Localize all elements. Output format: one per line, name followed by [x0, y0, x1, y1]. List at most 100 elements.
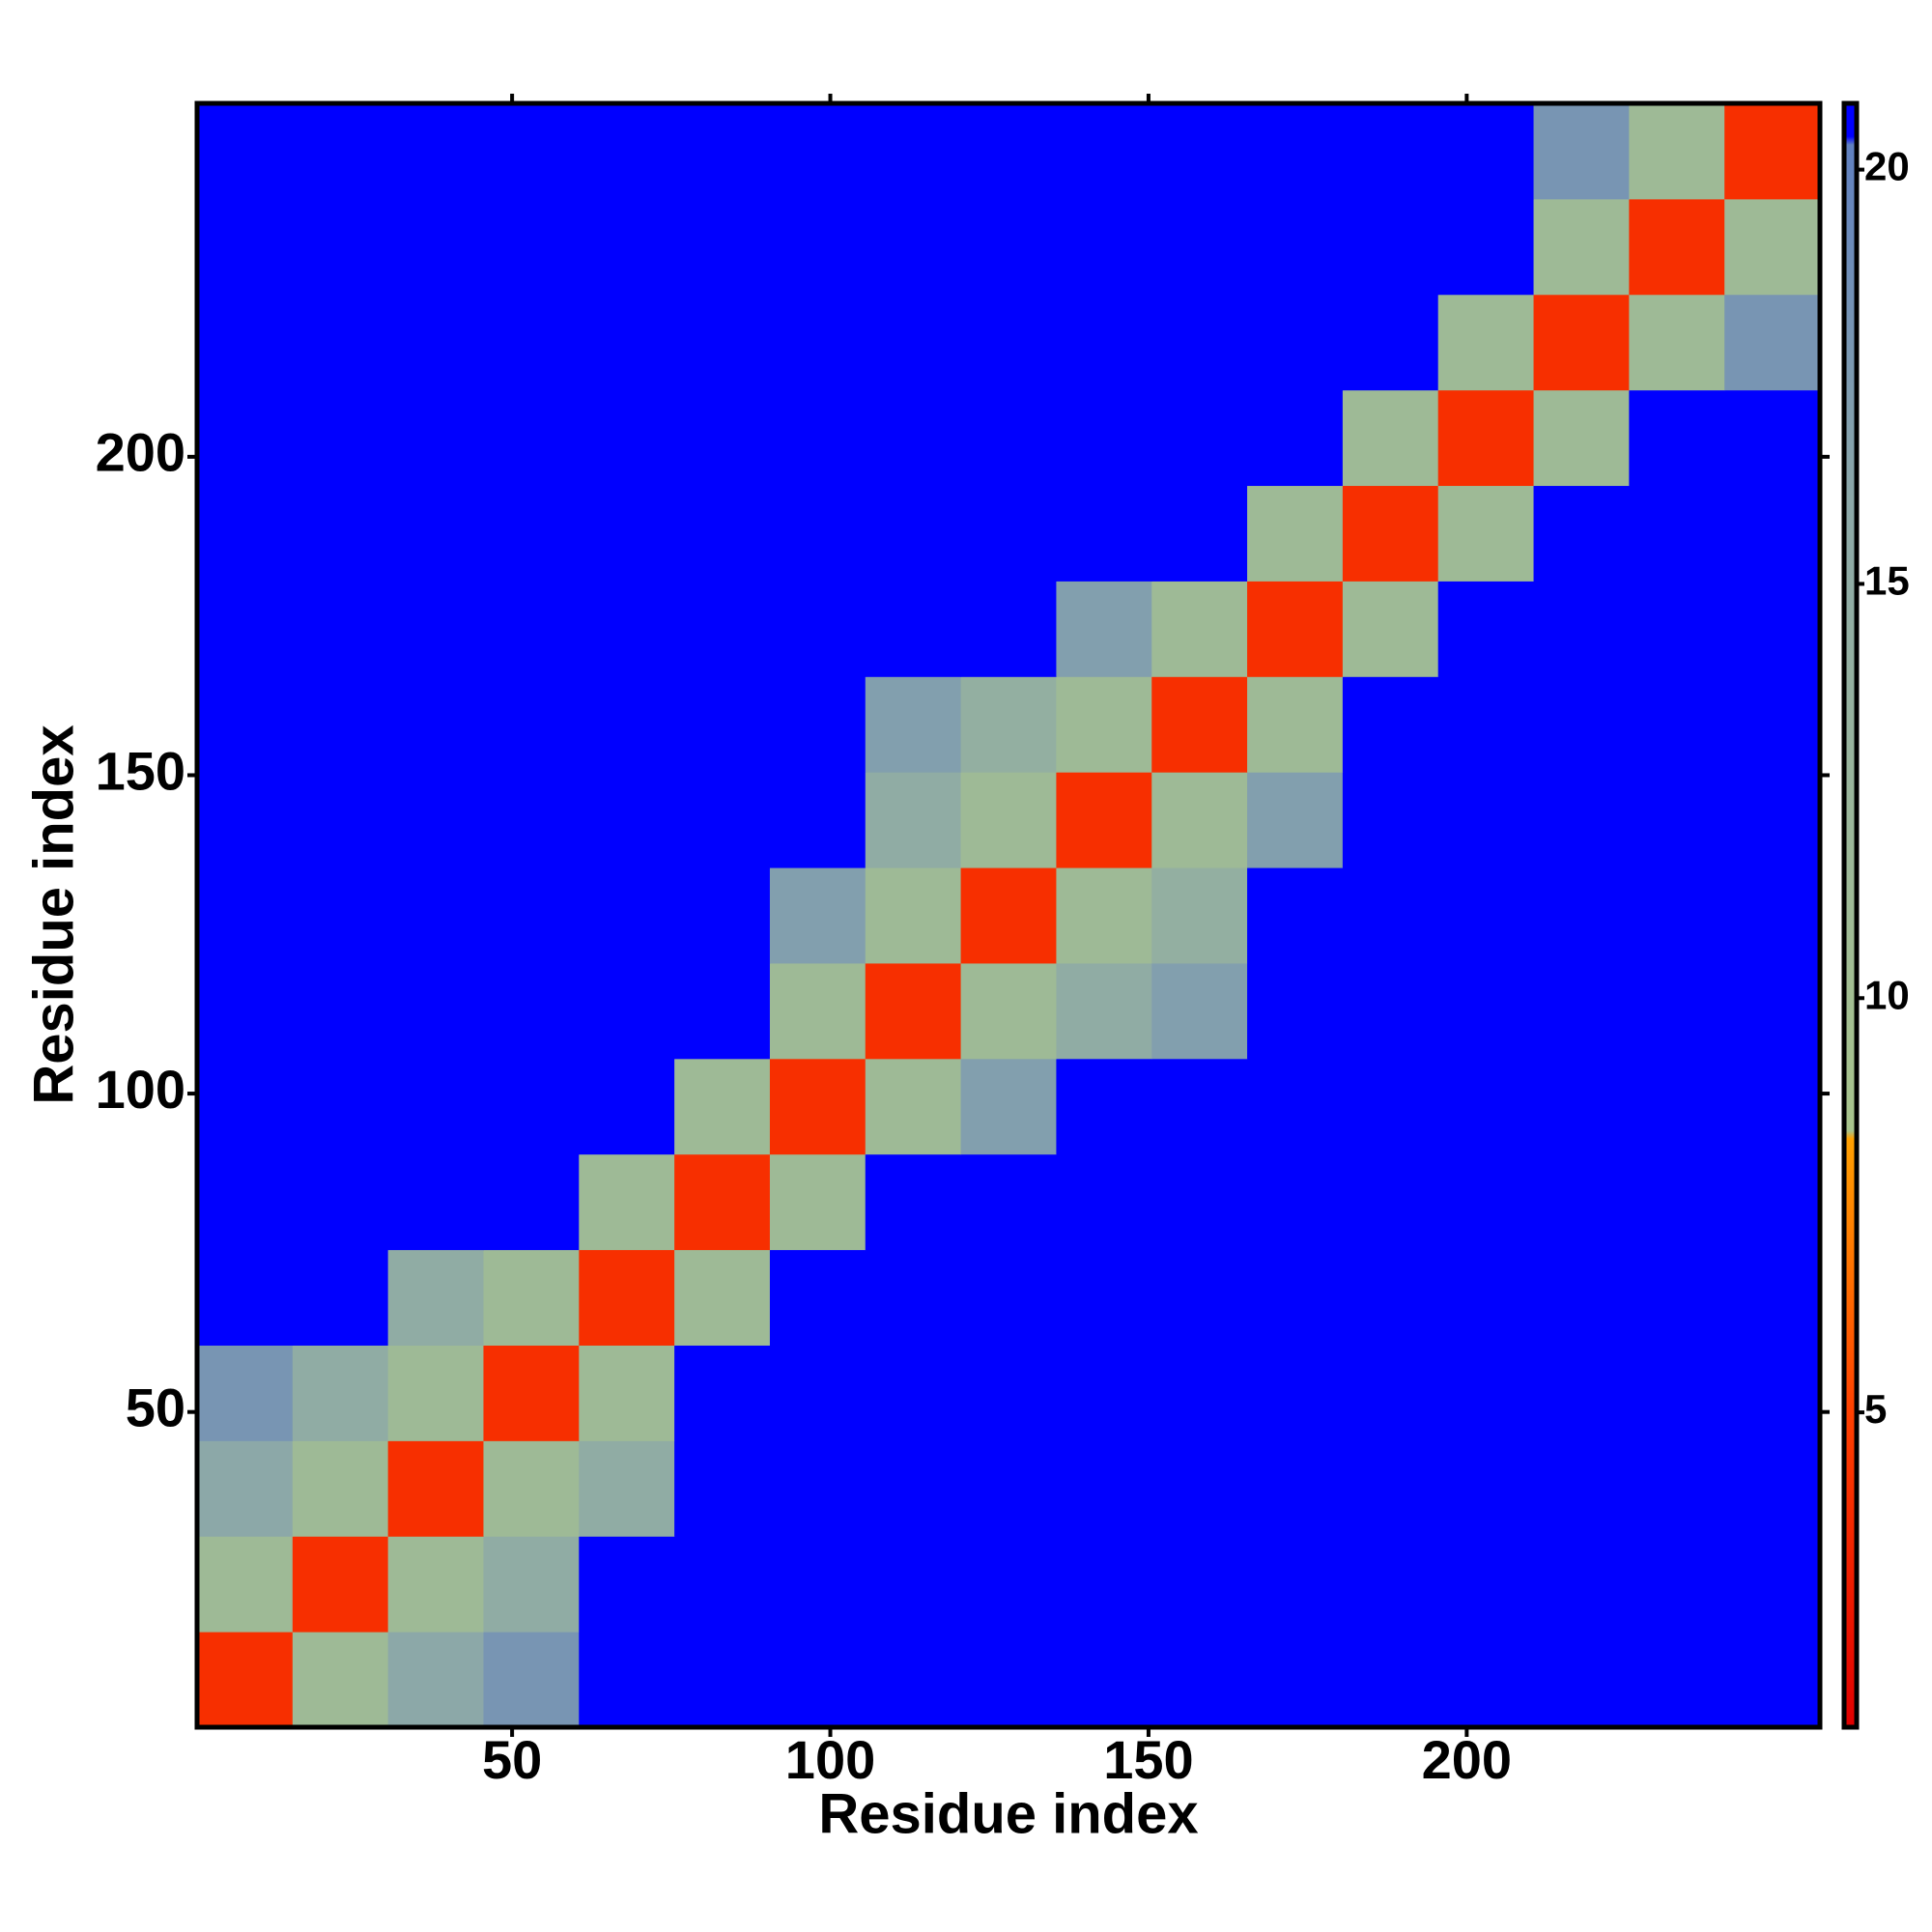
- heatmap-cell: [197, 772, 294, 868]
- heatmap-cell: [292, 1058, 389, 1155]
- heatmap-cell: [674, 676, 771, 773]
- heatmap-cell: [1533, 1249, 1630, 1346]
- heatmap-cell: [769, 485, 867, 582]
- heatmap-cell: [1247, 294, 1344, 391]
- heatmap-cell: [1724, 1632, 1820, 1727]
- heatmap-cell: [865, 1440, 962, 1537]
- heatmap-cell: [483, 389, 580, 487]
- heatmap-cell: [1437, 772, 1535, 868]
- heatmap-cell: [1151, 1536, 1248, 1633]
- heatmap-cell: [579, 485, 675, 582]
- heatmap-cell: [1247, 389, 1344, 487]
- heatmap-cell: [483, 772, 580, 868]
- heatmap-cell: [387, 1536, 484, 1633]
- heatmap-cell: [1247, 676, 1344, 773]
- heatmap-cell: [1533, 581, 1630, 677]
- heatmap-cell: [1724, 676, 1820, 773]
- heatmap-cell: [1724, 1249, 1820, 1346]
- heatmap-cell: [1724, 485, 1820, 582]
- heatmap-cell: [1533, 676, 1630, 773]
- heatmap-cell: [1533, 294, 1630, 391]
- heatmap-cell: [865, 1345, 962, 1441]
- heatmap-cell: [483, 676, 580, 773]
- heatmap-cell: [1247, 1249, 1344, 1346]
- heatmap-cell: [1437, 294, 1535, 391]
- heatmap-cell: [1724, 103, 1820, 200]
- heatmap-cell: [674, 1440, 771, 1537]
- heatmap-cell: [1533, 103, 1630, 200]
- heatmap-cell: [292, 962, 389, 1060]
- heatmap-cell: [1151, 1249, 1248, 1346]
- heatmap-cell: [1629, 294, 1725, 391]
- heatmap-cell: [1629, 581, 1725, 677]
- heatmap-cell: [960, 962, 1057, 1060]
- heatmap-cell: [674, 867, 771, 964]
- heatmap-cell: [292, 772, 389, 868]
- y-axis-title: Residue index: [22, 724, 85, 1104]
- heatmap-cell: [674, 198, 771, 296]
- heatmap-cell: [1724, 389, 1820, 487]
- heatmap-cell: [1151, 1153, 1248, 1251]
- heatmap-cell: [674, 1536, 771, 1633]
- heatmap-cell: [1437, 1058, 1535, 1155]
- heatmap-cell: [1151, 962, 1248, 1060]
- heatmap-cell: [483, 1345, 580, 1441]
- heatmap-cell: [960, 676, 1057, 773]
- heatmap-cell: [1342, 294, 1439, 391]
- heatmap-cell: [292, 676, 389, 773]
- heatmap-cell: [1437, 1440, 1535, 1537]
- heatmap-cell: [1437, 198, 1535, 296]
- heatmap-cell: [674, 962, 771, 1060]
- heatmap-cell: [674, 294, 771, 391]
- heatmap-cell: [674, 1153, 771, 1251]
- heatmap-cell: [1629, 485, 1725, 582]
- heatmap-cell: [197, 1058, 294, 1155]
- heatmap-cell: [292, 1536, 389, 1633]
- heatmap-cell: [387, 676, 484, 773]
- heatmap-cell: [1342, 198, 1439, 296]
- heatmap-cell: [292, 1632, 389, 1727]
- plot-frame: [194, 100, 1823, 1730]
- heatmap-cell: [197, 1249, 294, 1346]
- heatmap-cell: [1342, 103, 1439, 200]
- heatmap-cell: [674, 389, 771, 487]
- heatmap-cell: [1056, 389, 1152, 487]
- heatmap-cell: [1056, 1345, 1152, 1441]
- x-tick-label: 50: [482, 1729, 542, 1790]
- heatmap-cell: [960, 581, 1057, 677]
- heatmap-cell: [960, 389, 1057, 487]
- heatmap-cell: [483, 1153, 580, 1251]
- y-tick-label: 50: [126, 1377, 185, 1437]
- heatmap-cell: [1437, 581, 1535, 677]
- heatmap-cell: [1533, 198, 1630, 296]
- heatmap-cell: [292, 581, 389, 677]
- heatmap-cell: [1437, 867, 1535, 964]
- heatmap-cell: [1533, 485, 1630, 582]
- heatmap-cell: [1533, 867, 1630, 964]
- x-tick-label: 100: [785, 1729, 875, 1790]
- heatmap-cell: [1342, 676, 1439, 773]
- heatmap-cell: [1724, 1153, 1820, 1251]
- heatmap-cell: [579, 1058, 675, 1155]
- heatmap-cell: [769, 1153, 867, 1251]
- heatmap-cell: [1629, 389, 1725, 487]
- heatmap-cell: [960, 1536, 1057, 1633]
- heatmap-cell: [674, 103, 771, 200]
- heatmap-cell: [865, 1249, 962, 1346]
- colorbar-tick-label: 10: [1864, 972, 1910, 1017]
- heatmap-cell: [1342, 867, 1439, 964]
- heatmap-cell: [483, 962, 580, 1060]
- heatmap-cell: [579, 103, 675, 200]
- heatmap-cell: [1533, 1153, 1630, 1251]
- heatmap-cell: [1247, 1153, 1344, 1251]
- heatmap-cell: [387, 581, 484, 677]
- heatmap-cell: [197, 485, 294, 582]
- heatmap-cell: [1151, 1440, 1248, 1537]
- heatmap-cell: [1151, 676, 1248, 773]
- heatmap-cell: [674, 1058, 771, 1155]
- heatmap-cell: [1247, 772, 1344, 868]
- heatmap-cell: [769, 1536, 867, 1633]
- heatmap-cell: [960, 1440, 1057, 1537]
- heatmap-cell: [1247, 1536, 1344, 1633]
- heatmap-cell: [579, 962, 675, 1060]
